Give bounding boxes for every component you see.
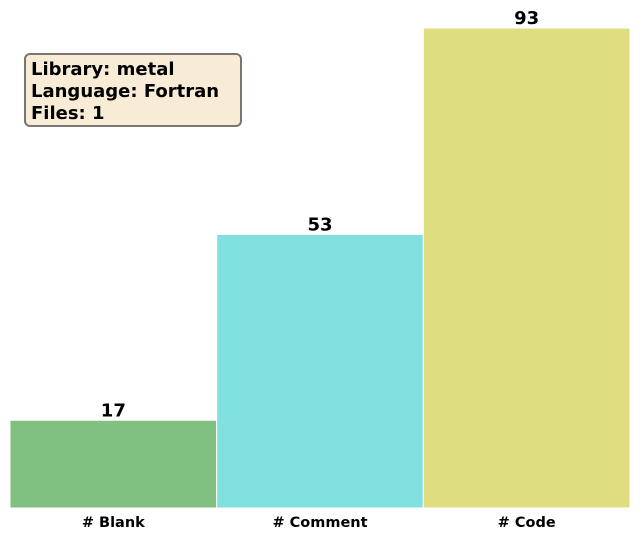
x-tick-label-comment: # Comment	[272, 515, 367, 531]
bars-group	[9, 27, 631, 509]
x-tick-label-code: # Code	[498, 515, 556, 531]
value-labels-group: 17 53 93	[101, 8, 539, 421]
bar-comment	[216, 233, 424, 509]
value-label-blank: 17	[101, 400, 126, 421]
info-annotation-box: Library: metal Language: Fortran Files: …	[24, 53, 242, 127]
bar-code	[422, 27, 631, 509]
info-library-line: Library: metal	[31, 59, 175, 80]
value-label-code: 93	[514, 8, 539, 29]
info-language-line: Language: Fortran	[31, 81, 220, 102]
value-label-comment: 53	[307, 214, 332, 235]
x-tick-labels-group: # Blank # Comment # Code	[82, 515, 556, 531]
info-files-line: Files: 1	[31, 103, 105, 124]
bar-blank	[9, 419, 218, 509]
x-tick-label-blank: # Blank	[82, 515, 145, 531]
